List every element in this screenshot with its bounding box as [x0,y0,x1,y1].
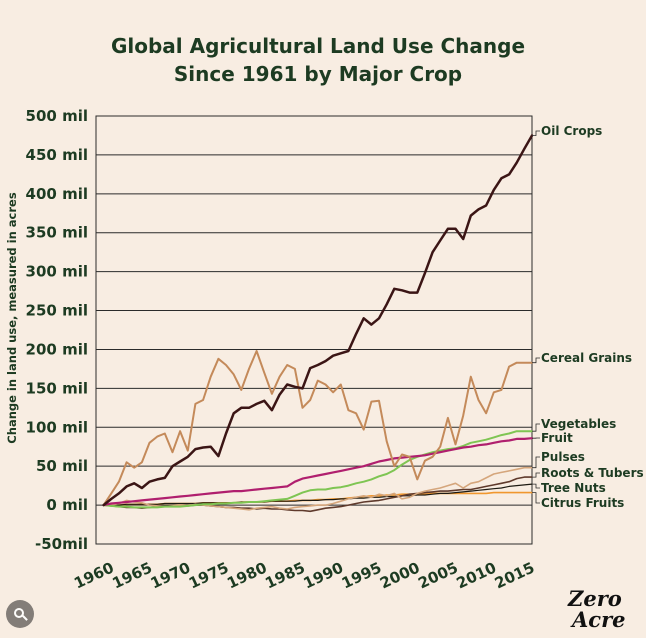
lens-search-icon[interactable] [6,600,34,628]
series-label-fruit: Fruit [541,431,573,445]
y-tick-label: 0 mil [46,496,88,514]
label-leader [532,483,540,489]
series-label-tree-nuts: Tree Nuts [541,481,606,495]
series-label-citrus-fruits: Citrus Fruits [541,496,624,510]
y-tick-label: 400 mil [26,185,88,203]
logo-text-line1: Zero [567,586,622,611]
y-tick-label: 200 mil [26,340,88,358]
y-tick-label: 450 mil [26,146,88,164]
y-tick-label: 350 mil [26,224,88,242]
series-line-vegetables [102,430,533,509]
series-line-fruit [102,437,534,507]
zero-acre-logo: Zero Acre [567,586,626,632]
x-tick-label: 2015 [492,558,537,592]
y-axis-label: Change in land use, measured in acres [5,192,19,444]
series-label-pulses: Pulses [541,450,585,464]
y-tick-label: -50mil [35,535,88,553]
y-tick-label: 500 mil [26,107,88,125]
y-tick-label: 300 mil [26,263,88,281]
chart-subtitle: Since 1961 by Major Crop [174,62,462,86]
series-line-tree-nuts [102,483,533,506]
y-tick-label: 100 mil [26,418,88,436]
plot-area [95,115,533,545]
y-tick-label: 150 mil [26,379,88,397]
series-label-cereal-grains: Cereal Grains [541,351,632,365]
series-lines [102,134,534,513]
x-axis-ticks: 1960196519701975198019851990199520002005… [71,558,537,592]
label-leader [532,456,540,469]
y-tick-label: 250 mil [26,302,88,320]
label-leader [532,472,540,478]
y-axis-ticks: 500 mil 450 mil 400 mil 350 mil 300 mil 250 m… [26,107,88,553]
series-line-cereal-grains [102,350,533,507]
series-label-vegetables: Vegetables [541,417,616,431]
label-leader [532,492,540,504]
label-leader [532,357,540,364]
chart-title: Global Agricultural Land Use Change [111,34,525,58]
label-leader [532,130,540,136]
y-tick-label: 50 mil [36,457,88,475]
gridlines [95,115,533,545]
label-leader [532,423,540,432]
series-label-oil-crops: Oil Crops [541,124,602,138]
series-label-roots-tubers: Roots & Tubers [541,466,644,480]
logo-text-line2: Acre [570,607,626,632]
series-line-oil-crops [102,134,534,507]
